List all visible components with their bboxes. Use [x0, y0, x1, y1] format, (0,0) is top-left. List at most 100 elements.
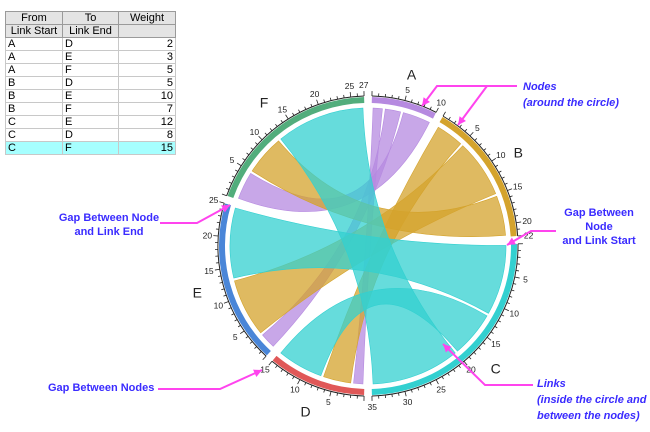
tick: [511, 201, 515, 204]
annotation-text: Nodes: [523, 81, 557, 93]
tick-label: 30: [403, 397, 413, 407]
tick: [490, 331, 494, 334]
tick: [504, 182, 508, 185]
arrow-links: [442, 343, 533, 386]
tick-label: 10: [436, 98, 446, 108]
tick: [255, 142, 258, 145]
tick: [269, 128, 273, 131]
tick: [453, 369, 456, 373]
tick: [292, 376, 295, 380]
tick-label: 5: [523, 274, 528, 284]
tick: [404, 95, 407, 101]
tick: [513, 208, 517, 211]
tick: [501, 314, 505, 317]
node-arc-F: [227, 97, 365, 199]
tick: [495, 164, 499, 168]
tick: [473, 351, 477, 355]
axis-line-D: [271, 360, 365, 397]
tick: [509, 295, 513, 298]
tick: [292, 112, 295, 116]
tick: [404, 391, 407, 397]
tick: [304, 382, 307, 386]
tick: [509, 195, 513, 198]
tick-label: 27: [359, 80, 369, 90]
tick-label: 15: [513, 181, 523, 191]
tick: [514, 215, 519, 217]
cell-to[interactable]: F: [62, 141, 119, 155]
tick: [228, 181, 232, 184]
tick: [258, 135, 263, 141]
tick-label: 20: [310, 89, 320, 99]
tick-label: 15: [260, 365, 270, 375]
tick: [487, 153, 491, 157]
cell-from[interactable]: C: [5, 141, 63, 155]
tick-label: 5: [475, 123, 480, 133]
node-label-C: C: [491, 361, 501, 377]
tick: [316, 387, 319, 391]
node-label-E: E: [193, 285, 202, 301]
arrow-gap-nodes: [158, 369, 263, 390]
arrow-links-head: [443, 344, 452, 353]
tick: [236, 162, 242, 167]
tick-label: 20: [522, 216, 532, 226]
tick: [463, 361, 468, 366]
tick: [239, 330, 245, 335]
cell-weight[interactable]: 2: [118, 37, 176, 51]
tick-label: 5: [230, 155, 235, 165]
tick: [226, 187, 230, 190]
arrow-gap-link-end: [160, 204, 231, 224]
tick: [329, 391, 332, 397]
tick: [498, 170, 502, 173]
tick-label: 10: [290, 384, 300, 394]
tick: [453, 120, 457, 124]
tick: [411, 99, 413, 103]
tick: [246, 152, 250, 156]
tick: [336, 96, 338, 100]
tick: [464, 128, 468, 132]
tick: [264, 132, 268, 136]
axis-line-A: [371, 95, 437, 113]
tick: [275, 365, 278, 369]
tick: [435, 107, 439, 113]
annotation-text: between the nodes): [537, 410, 640, 422]
axis-line-F: [226, 95, 365, 196]
tick: [223, 301, 229, 304]
tick: [417, 387, 420, 391]
annotation-links: Links (inside the circle and between the…: [537, 377, 646, 423]
tick: [448, 116, 451, 120]
tick: [280, 369, 283, 373]
tick: [478, 347, 481, 350]
tick: [459, 124, 462, 128]
cell-weight[interactable]: 15: [118, 141, 176, 155]
tick: [442, 111, 446, 117]
tick: [221, 288, 225, 291]
tick-label: 5: [405, 85, 410, 95]
arrow-nodes-a-head: [422, 97, 430, 106]
tick: [516, 221, 522, 224]
tick: [506, 302, 510, 305]
node-label-D: D: [301, 404, 311, 420]
tick: [468, 356, 472, 360]
tick: [231, 175, 235, 178]
tick: [507, 188, 513, 191]
tick: [223, 294, 227, 297]
tick: [411, 389, 413, 393]
tick: [235, 169, 239, 172]
table-row[interactable]: B E 10: [5, 89, 176, 103]
annotation-text: Links: [537, 378, 566, 390]
table-row[interactable]: C F 15: [5, 141, 176, 155]
tick: [275, 123, 278, 127]
tick: [286, 372, 289, 376]
col-header-from[interactable]: From: [5, 11, 63, 25]
tick-label: 15: [204, 266, 214, 276]
annotation-text: and Link Start: [562, 235, 636, 247]
tick: [219, 201, 225, 204]
annotation-gap-nodes: Gap Between Nodes: [48, 382, 155, 394]
arrow-gap-link-start: [506, 230, 556, 246]
tick-label: 5: [326, 397, 331, 407]
tick: [398, 392, 400, 396]
